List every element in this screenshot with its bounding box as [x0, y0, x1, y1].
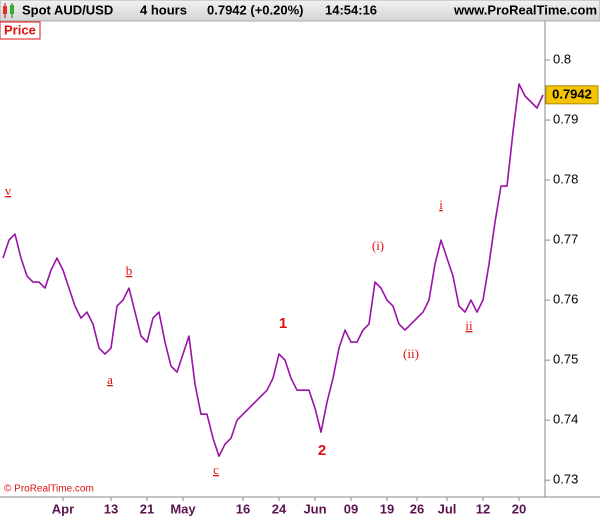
wave-label: 2	[318, 442, 326, 459]
wave-label: (i)	[372, 238, 384, 253]
quote: 0.7942 (+0.20%)	[207, 2, 303, 17]
x-tick-label: Apr	[52, 501, 74, 516]
y-tick-label: 0.74	[553, 412, 578, 427]
candle-icon	[3, 3, 14, 18]
x-tick-label: 13	[104, 501, 118, 516]
y-tick-label: 0.75	[553, 352, 578, 367]
x-tick-label: May	[170, 501, 196, 516]
wave-label: c	[213, 462, 219, 477]
copyright: © ProRealTime.com	[4, 484, 94, 495]
last-value-label: 0.7942	[552, 86, 592, 101]
x-tick-label: 09	[344, 501, 358, 516]
y-tick-label: 0.78	[553, 172, 578, 187]
timeframe: 4 hours	[140, 2, 187, 17]
x-tick-label: 26	[410, 501, 424, 516]
wave-label: (ii)	[403, 346, 419, 361]
y-tick-label: 0.73	[553, 472, 578, 487]
price-line	[2, 83, 544, 457]
y-tick-label: 0.79	[553, 111, 578, 126]
wave-label: a	[107, 372, 113, 387]
wave-label: b	[126, 263, 133, 278]
price-label: Price	[4, 22, 36, 37]
x-tick-label: 19	[380, 501, 394, 516]
x-tick-label: 12	[476, 501, 490, 516]
x-tick-label: Jun	[303, 501, 326, 516]
y-tick-label: 0.76	[553, 292, 578, 307]
wave-label: 1	[279, 315, 287, 332]
wave-label: ii	[465, 318, 473, 333]
wave-label: v	[5, 183, 12, 198]
time: 14:54:16	[325, 2, 377, 17]
x-tick-label: Jul	[438, 501, 457, 516]
instrument: Spot AUD/USD	[22, 2, 113, 17]
y-tick-label: 0.77	[553, 232, 578, 247]
wave-label: i	[439, 197, 443, 212]
last-value-box	[545, 85, 599, 105]
y-tick-label: 0.8	[553, 51, 571, 66]
x-tick-label: 24	[272, 501, 287, 516]
x-tick-label: 21	[140, 501, 154, 516]
x-tick-label: 16	[236, 501, 250, 516]
price-label-box	[0, 21, 41, 40]
header-bar	[0, 0, 600, 22]
website: www.ProRealTime.com	[453, 2, 597, 17]
x-tick-label: 20	[512, 501, 526, 516]
